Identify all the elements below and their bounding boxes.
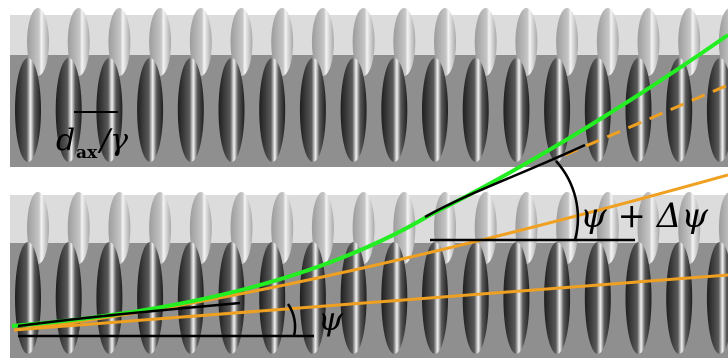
molecule-back [311,8,334,76]
molecule-back [230,8,253,76]
molecule-back [67,8,90,76]
molecule-front [544,242,571,354]
molecule-front [137,58,164,162]
molecule-back [637,8,660,76]
molecule-back [108,8,131,76]
black-tangent-upper [424,143,586,219]
molecule-front [381,242,408,354]
orange-tangent-large [13,173,728,332]
molecule-front [177,242,204,354]
molecule-front [218,242,245,354]
molecule-front [177,58,204,162]
molecule-front [259,58,286,162]
spacing-divisor: /γ [97,123,128,158]
molecule-front [299,58,326,162]
molecule-front [462,58,489,162]
molecule-front [666,58,693,162]
molecule-front [55,58,82,162]
angle-arc-large [555,160,580,241]
molecule-front [340,58,367,162]
molecule-front [259,242,286,354]
molecule-front [625,58,652,162]
orange-dashed-extension [564,83,728,157]
molecule-front [462,242,489,354]
angle-arc-small [286,303,297,337]
molecule-front [706,242,728,354]
spacing-label: d ax /γ [56,111,128,163]
black-tangent-lower [17,301,241,328]
top-molecule-strip [10,8,728,167]
molecule-back [352,8,375,76]
angle-psi-delta-label: ψ + Δψ [580,196,708,236]
molecule-front [503,58,530,162]
molecule-front [381,58,408,162]
molecule-front [584,58,611,162]
molecule-front [96,242,123,354]
molecule-back [149,8,172,76]
molecule-front [96,58,123,162]
molecule-front [422,58,448,162]
angle-psi-label: ψ [318,300,344,338]
molecule-back [556,8,579,76]
spacing-subscript: ax [76,143,98,163]
molecule-front [544,58,571,162]
molecule-front [137,242,164,354]
molecule-front [15,58,41,162]
molecule-back [189,8,212,76]
molecule-front [218,58,245,162]
molecule-back [434,8,456,76]
molecule-front [503,242,530,354]
spacing-symbol: d [56,123,75,158]
orange-tangent-small [13,273,728,332]
molecule-back [393,8,416,76]
molecule-front [584,242,611,354]
molecule-back [596,8,619,76]
molecule-front [666,242,693,354]
molecule-back [27,8,49,76]
molecule-back [474,8,497,76]
molecule-front [625,242,652,354]
molecule-back [515,8,538,76]
molecule-back [271,8,294,76]
molecule-front [706,58,728,162]
